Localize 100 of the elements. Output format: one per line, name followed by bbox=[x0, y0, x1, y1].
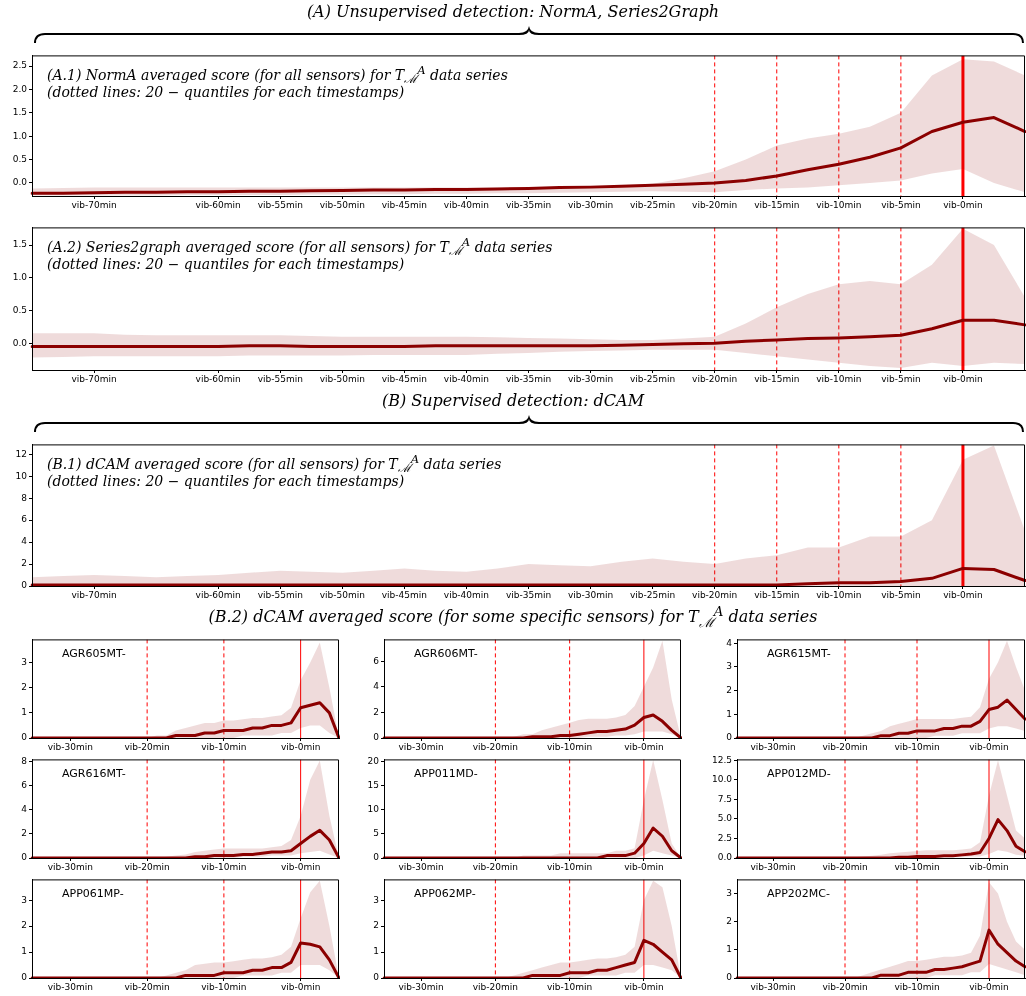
x-tick-label: vib-50min bbox=[319, 589, 365, 600]
y-tick-label: 0.0 bbox=[717, 852, 733, 863]
x-tick-label: vib-35min bbox=[505, 589, 552, 600]
x-tick-label: vib-0min bbox=[969, 861, 1009, 872]
x-tick-label: vib-50min bbox=[319, 373, 365, 384]
x-tick-label: vib-30min bbox=[398, 861, 444, 872]
annotation: (dotted lines: 20 − quantiles for each timestamps) bbox=[47, 472, 405, 491]
x-tick-label: vib-0min bbox=[969, 741, 1009, 752]
x-tick-label: vib-30min bbox=[398, 741, 444, 752]
x-tick-label: vib-10min bbox=[201, 741, 247, 752]
annotation: APP011MD- bbox=[414, 766, 478, 782]
y-tick-label: 3 bbox=[726, 661, 732, 672]
x-tick-label: vib-30min bbox=[47, 741, 93, 752]
x-tick-label: vib-15min bbox=[754, 589, 800, 600]
x-tick-label: vib-10min bbox=[201, 981, 247, 992]
y-tick-label: 4 bbox=[726, 637, 733, 648]
y-tick-label: 6 bbox=[21, 514, 28, 525]
y-tick-label: 2.0 bbox=[12, 83, 28, 94]
x-tick-label: vib-20min bbox=[822, 981, 868, 992]
y-tick-label: 2 bbox=[373, 706, 379, 717]
y-tick-label: 1 bbox=[21, 946, 27, 957]
x-tick-label: vib-5min bbox=[881, 589, 921, 600]
x-tick-label: vib-0min bbox=[943, 373, 983, 384]
y-tick-label: 2 bbox=[726, 916, 732, 926]
x-tick-label: vib-60min bbox=[195, 373, 241, 384]
y-tick-label: 4 bbox=[21, 804, 28, 815]
x-tick-label: vib-10min bbox=[816, 373, 862, 384]
y-tick-label: 2.5 bbox=[717, 832, 732, 843]
y-tick-label: 0 bbox=[21, 972, 28, 983]
text: (B.2) dCAM averaged score (for some specific sensors) for T$_{ℳ}$$^{A}$ data series bbox=[207, 604, 819, 631]
y-tick-label: 1 bbox=[726, 944, 732, 955]
x-tick-label: vib-60min bbox=[195, 199, 241, 210]
x-tick-label: vib-45min bbox=[381, 589, 427, 600]
annotation: APP061MP- bbox=[62, 886, 124, 902]
y-tick-label: 2 bbox=[726, 684, 732, 695]
x-tick-label: vib-10min bbox=[547, 981, 593, 992]
y-tick-label: 15 bbox=[367, 779, 379, 790]
x-tick-label: vib-20min bbox=[692, 199, 738, 210]
x-tick-label: vib-40min bbox=[443, 373, 490, 384]
x-tick-label: vib-10min bbox=[894, 981, 940, 992]
y-tick-label: 10.0 bbox=[711, 774, 733, 785]
x-tick-label: vib-10min bbox=[894, 861, 940, 872]
x-tick-label: vib-0min bbox=[624, 981, 664, 992]
y-tick-label: 1.5 bbox=[12, 107, 27, 118]
y-tick-label: 3 bbox=[726, 887, 732, 898]
y-tick-label: 3 bbox=[21, 656, 27, 667]
y-tick-label: 1.0 bbox=[12, 130, 28, 141]
annotation: AGR615MT- bbox=[767, 646, 831, 662]
annotation: AGR616MT- bbox=[62, 766, 126, 782]
annotation: APP202MC- bbox=[767, 886, 830, 902]
x-tick-label: vib-55min bbox=[257, 199, 303, 210]
y-tick-label: 2 bbox=[373, 920, 379, 931]
x-tick-label: vib-70min bbox=[71, 373, 117, 384]
x-tick-label: vib-30min bbox=[398, 981, 444, 992]
y-tick-label: 5.0 bbox=[717, 813, 733, 824]
y-tick-label: 10 bbox=[367, 804, 380, 815]
x-tick-label: vib-0min bbox=[969, 981, 1009, 992]
x-tick-label: vib-0min bbox=[624, 741, 664, 752]
x-tick-label: vib-35min bbox=[505, 373, 552, 384]
y-tick-label: 0 bbox=[21, 852, 28, 863]
y-tick-label: 0 bbox=[726, 972, 733, 983]
chart-title: (B) Supervised detection: dCAM bbox=[380, 391, 646, 410]
x-tick-label: vib-20min bbox=[124, 741, 170, 752]
x-tick-label: vib-10min bbox=[894, 741, 940, 752]
y-tick-label: 1 bbox=[21, 707, 27, 718]
y-tick-label: 0 bbox=[21, 732, 28, 743]
x-tick-label: vib-20min bbox=[822, 741, 868, 752]
chart-title: (A) Unsupervised detection: NormA, Series2Graph bbox=[305, 2, 721, 21]
x-tick-label: vib-20min bbox=[822, 861, 868, 872]
x-tick-label: vib-0min bbox=[943, 589, 983, 600]
x-tick-label: vib-0min bbox=[280, 741, 321, 752]
y-tick-label: 1 bbox=[726, 708, 732, 719]
x-tick-label: vib-20min bbox=[692, 373, 738, 384]
x-tick-label: vib-30min bbox=[567, 199, 614, 210]
x-tick-label: vib-10min bbox=[547, 861, 593, 872]
annotation: APP062MP- bbox=[414, 886, 476, 902]
x-tick-label: vib-45min bbox=[381, 373, 427, 384]
x-tick-label: vib-15min bbox=[754, 373, 800, 384]
annotation: AGR606MT- bbox=[414, 646, 478, 662]
y-tick-label: 2 bbox=[21, 828, 27, 839]
x-tick-label: vib-55min bbox=[257, 373, 303, 384]
x-tick-label: vib-15min bbox=[754, 199, 800, 210]
y-tick-label: 6 bbox=[373, 655, 380, 666]
y-tick-label: 0 bbox=[373, 732, 380, 743]
x-tick-label: vib-45min bbox=[381, 199, 427, 210]
y-tick-label: 1 bbox=[373, 946, 379, 957]
x-tick-label: vib-5min bbox=[881, 199, 921, 210]
x-tick-label: vib-10min bbox=[547, 741, 593, 752]
x-tick-label: vib-70min bbox=[71, 589, 117, 600]
y-tick-label: 1.0 bbox=[12, 272, 28, 283]
x-tick-label: vib-20min bbox=[472, 741, 518, 752]
y-tick-label: 6 bbox=[21, 780, 28, 791]
y-tick-label: 8 bbox=[21, 492, 28, 503]
y-tick-label: 3 bbox=[373, 894, 379, 905]
x-tick-label: vib-30min bbox=[47, 981, 93, 992]
y-tick-label: 0.5 bbox=[12, 304, 27, 315]
x-tick-label: vib-60min bbox=[195, 589, 241, 600]
y-tick-label: 4 bbox=[21, 536, 28, 547]
x-tick-label: vib-55min bbox=[257, 589, 303, 600]
y-tick-label: 2 bbox=[21, 682, 27, 693]
